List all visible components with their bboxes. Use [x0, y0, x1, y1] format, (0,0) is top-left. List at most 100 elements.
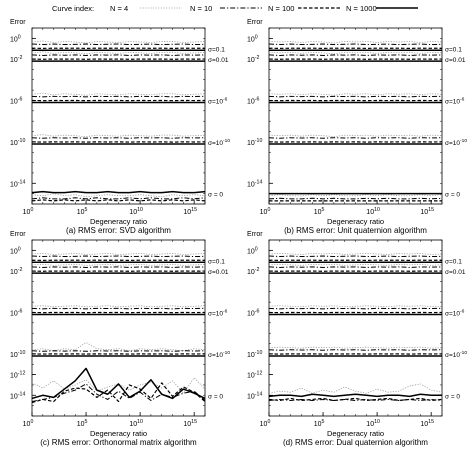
series-line: [269, 306, 442, 307]
x-tick-label: 100: [260, 207, 271, 216]
x-axis-label: Degeneracy ratio: [327, 217, 384, 226]
y-tick-label: 10-6: [10, 308, 23, 317]
sigma-label: σ=0.1: [445, 259, 462, 266]
x-tick-label: 1015: [420, 207, 434, 216]
series-line: [269, 96, 442, 97]
x-axis-label: Degeneracy ratio: [90, 429, 147, 438]
series-line: [32, 52, 205, 54]
x-tick-label: 100: [260, 419, 271, 428]
y-axis-label: Error: [247, 19, 263, 26]
series-line: [269, 135, 442, 137]
x-tick-label: 105: [314, 207, 325, 216]
sigma-label: σ=0.01: [208, 269, 229, 276]
series-line: [32, 351, 205, 352]
series-line: [32, 267, 205, 268]
series-line: [32, 200, 205, 201]
series-line: [269, 350, 442, 351]
sigma-label: σ=0.01: [445, 57, 466, 64]
series-line: [269, 44, 442, 45]
series-line: [269, 195, 442, 196]
y-tick-label: 10-14: [10, 179, 25, 188]
y-axis-label: Error: [247, 231, 263, 238]
sigma-label: σ = 0: [445, 192, 460, 199]
series-line: [269, 41, 442, 43]
series-line: [32, 378, 205, 394]
sigma-label: σ=10-6: [208, 96, 228, 105]
series-line: [32, 198, 205, 199]
series-line: [269, 267, 442, 268]
x-tick-label: 1010: [129, 419, 143, 428]
y-axis-label: Error: [10, 231, 26, 238]
caption-d: (d) RMS error: Dual quaternion algorithm: [237, 438, 474, 447]
x-tick-label: 105: [314, 419, 325, 428]
series-line: [32, 93, 205, 95]
series-line: [32, 368, 205, 398]
sigma-label: σ=0.01: [445, 269, 466, 276]
series-line: [269, 394, 442, 396]
sigma-label: σ=10-10: [208, 350, 230, 359]
x-axis-label: Degeneracy ratio: [90, 217, 147, 226]
series-line: [269, 94, 442, 96]
y-tick-label: 10-14: [10, 391, 25, 400]
y-tick-label: 10-6: [10, 96, 23, 105]
x-tick-label: 1010: [129, 207, 143, 216]
y-tick-label: 10-6: [247, 308, 260, 317]
series-line: [269, 399, 442, 400]
sigma-label: σ=0.1: [208, 259, 225, 266]
sigma-label: σ=0.1: [208, 47, 225, 54]
x-tick-label: 1010: [366, 419, 380, 428]
legend-label: N = 100: [268, 4, 294, 13]
legend-label: N = 10: [190, 4, 212, 13]
sigma-label: σ=10-10: [445, 350, 467, 359]
sigma-label: σ=10-6: [445, 96, 465, 105]
series-line: [269, 308, 442, 309]
x-tick-label: 1015: [183, 419, 197, 428]
series-line: [269, 256, 442, 257]
series-line: [269, 264, 442, 265]
series-line: [32, 306, 205, 307]
y-tick-label: 10-2: [10, 267, 23, 276]
series-line: [32, 342, 205, 350]
series-line: [269, 347, 442, 348]
sigma-label: σ=0.1: [445, 47, 462, 54]
series-line: [269, 52, 442, 54]
y-tick-label: 10-10: [10, 350, 25, 359]
legend-label: N = 4: [110, 4, 128, 13]
series-line: [32, 44, 205, 45]
series-line: [32, 192, 205, 193]
caption-c: (c) RMS error: Orthonormal matrix algori…: [0, 438, 237, 447]
y-tick-label: 10-10: [10, 138, 25, 147]
y-tick-label: 10-12: [10, 371, 25, 380]
legend-title: Curve index:: [52, 4, 94, 13]
y-tick-label: 10-10: [247, 138, 262, 147]
y-tick-label: 10-14: [247, 179, 262, 188]
x-axis-label: Degeneracy ratio: [327, 429, 384, 438]
sigma-label: σ = 0: [208, 393, 223, 400]
x-tick-label: 105: [77, 207, 88, 216]
series-line: [32, 194, 205, 197]
y-tick-label: 10-6: [247, 96, 260, 105]
series-line: [32, 264, 205, 265]
series-line: [32, 55, 205, 56]
series-line: [269, 138, 442, 139]
y-tick-label: 10-12: [247, 371, 262, 380]
series-line: [32, 41, 205, 43]
sigma-label: σ=0.01: [208, 57, 229, 64]
series-line: [269, 198, 442, 199]
sigma-label: σ=10-6: [445, 308, 465, 317]
series-line: [269, 253, 442, 254]
series-line: [269, 384, 442, 393]
x-tick-label: 100: [23, 419, 34, 428]
sigma-label: σ=10-10: [445, 138, 467, 147]
series-line: [32, 135, 205, 137]
y-tick-label: 100: [10, 34, 21, 43]
y-tick-label: 100: [10, 246, 21, 255]
sigma-label: σ=10-10: [208, 138, 230, 147]
y-tick-label: 10-2: [247, 55, 260, 64]
y-tick-label: 10-10: [247, 350, 262, 359]
